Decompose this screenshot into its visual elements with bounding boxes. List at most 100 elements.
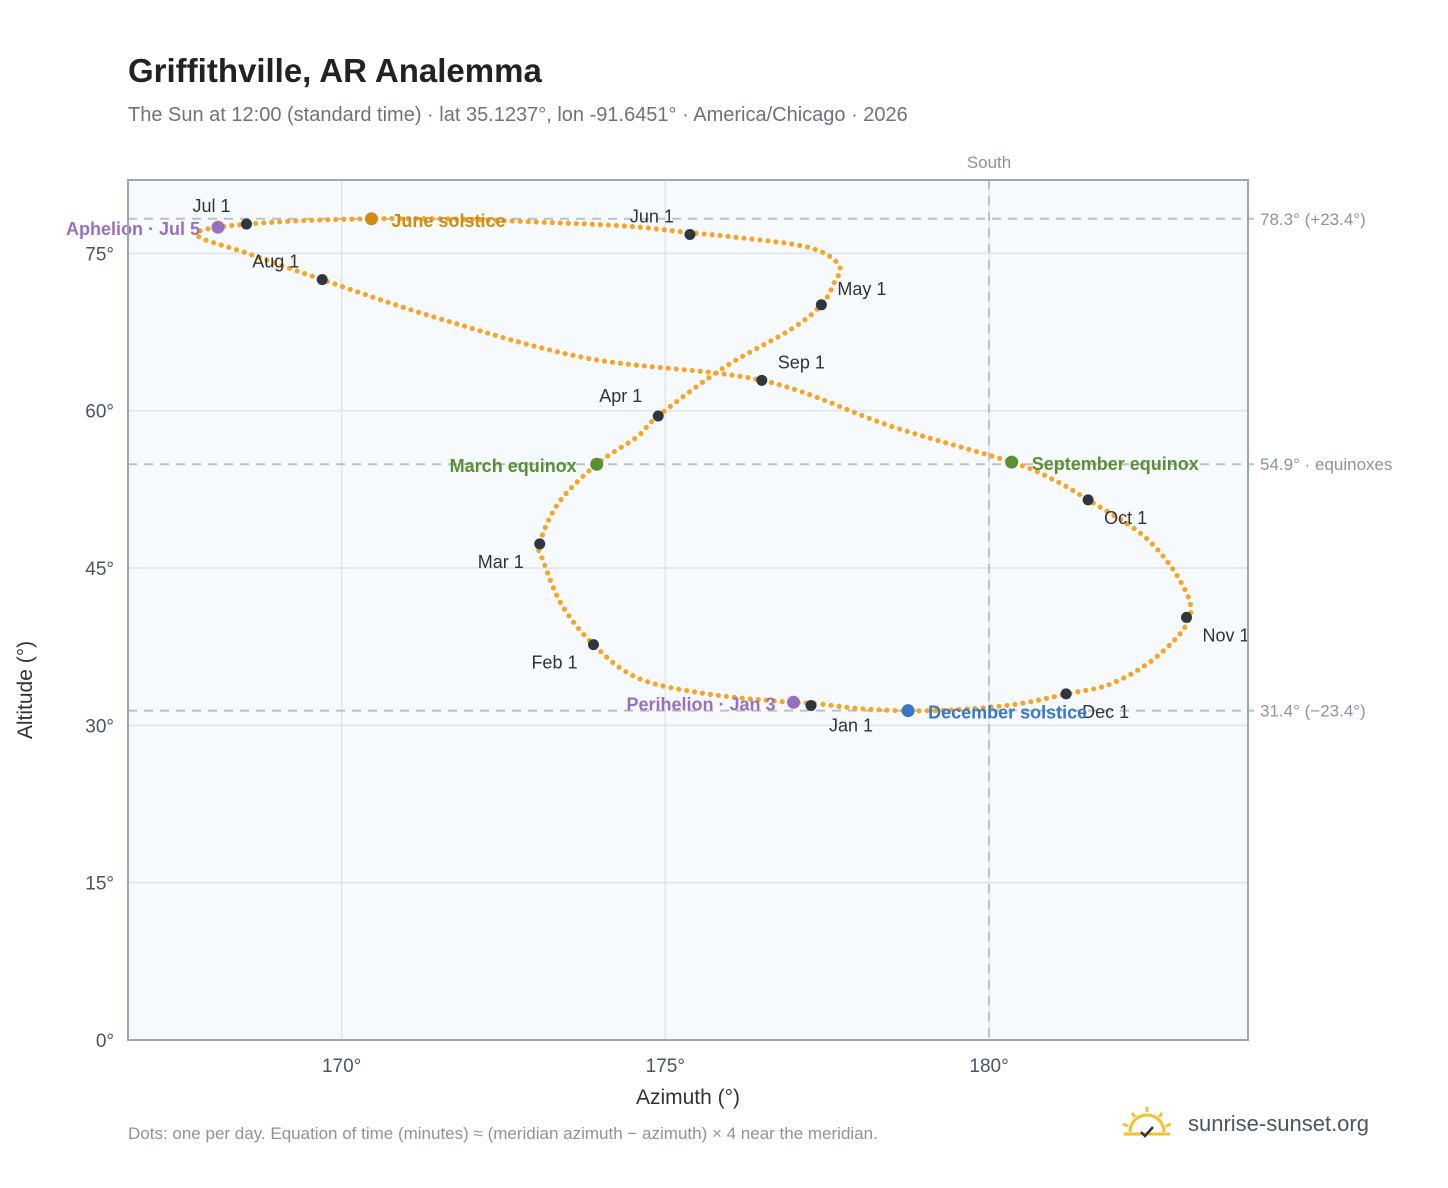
month-label: Dec 1 [1082,702,1129,722]
month-label: Feb 1 [531,653,577,673]
daily-sun-dot [665,365,671,371]
daily-sun-dot [580,473,586,479]
daily-sun-dot [802,317,808,323]
month-marker [1180,611,1192,623]
brand-name: sunrise-sunset.org [1188,1111,1369,1136]
daily-sun-dot [1075,689,1081,695]
daily-sun-dot [829,400,835,406]
daily-sun-dot [309,273,315,279]
daily-sun-dot [362,291,368,298]
daily-sun-dot [604,654,610,660]
daily-sun-dot [565,220,571,226]
daily-sun-dot [782,330,788,336]
axes: 170° 175° 180° 0° 15° 30° 45° 60° 75° [85,244,1008,1077]
month-label: May 1 [837,279,886,299]
daily-sun-dot [196,234,202,240]
daily-sun-dot [980,705,986,711]
daily-sun-dot [1160,553,1166,559]
daily-sun-dot [581,632,587,638]
daily-sun-dot [625,440,631,446]
daily-sun-dot [645,225,651,231]
month-markers: Jan 1 Feb 1 Mar 1 Apr 1 May 1 Jun 1 Jul 1 Aug 1… [192,196,1249,735]
daily-sun-dot [892,707,898,714]
daily-sun-dot [594,357,600,363]
footnote: Dots: one per day. Equation of time (min… [128,1124,878,1143]
daily-sun-dot [754,345,760,352]
daily-sun-dot [1182,624,1188,630]
daily-sun-dot [546,517,552,523]
daily-sun-dot [333,216,339,223]
daily-sun-dot [828,287,834,293]
y-tick-label: 30° [85,716,114,737]
daily-sun-dot [868,706,874,712]
daily-sun-dot [784,384,790,390]
x-tick-label: 180° [969,1056,1008,1077]
daily-sun-dot [814,394,820,401]
daily-sun-dot [851,409,858,415]
daily-sun-dot [697,368,703,374]
event-marker [787,695,801,709]
daily-sun-dot [761,342,767,348]
daily-sun-dot [935,437,941,444]
daily-sun-dot [264,257,270,263]
reference-label: 31.4° (−23.4°) [1260,702,1366,721]
daily-sun-dot [630,673,636,679]
daily-sun-dot [279,262,285,269]
daily-sun-dot [713,370,719,376]
event-label: Perihelion · Jan 3 [626,694,775,714]
daily-sun-dot [1077,491,1083,498]
daily-sun-dot [1172,637,1178,643]
daily-sun-dot [1187,601,1194,608]
daily-sun-dot [389,215,395,222]
daily-sun-dot [807,392,813,398]
daily-sun-dot [745,374,751,381]
daily-sun-dot [715,692,721,699]
daily-sun-dot [733,234,739,240]
daily-sun-dot [652,681,658,687]
x-tick-label: 170° [322,1056,361,1077]
sun-horizon-icon [1120,1104,1174,1144]
y-tick-label: 60° [85,402,114,423]
brand[interactable]: sunrise-sunset.org [1120,1102,1369,1146]
daily-sun-dot [791,386,798,392]
daily-sun-dot [533,219,539,225]
daily-sun-dot [1165,559,1171,565]
daily-sun-dot [943,440,949,446]
daily-sun-dot [661,408,667,414]
daily-sun-dot [808,312,814,318]
daily-sun-dot [1141,663,1148,669]
x-tick-label: 175° [646,1056,685,1077]
daily-sun-dot [347,286,353,292]
daily-sun-dot [613,222,619,229]
daily-sun-dot [673,366,679,372]
daily-sun-dot [542,562,548,568]
daily-sun-dot [763,697,769,703]
daily-sun-dot [693,384,699,390]
daily-sun-dot [349,216,355,222]
x-axis-title: Azimuth (°) [636,1086,740,1109]
reference-label: 54.9° · equinoxes [1260,455,1393,474]
daily-sun-dot [637,676,643,682]
daily-sun-dot [719,366,725,372]
daily-sun-dot [768,338,774,344]
daily-sun-dot [721,371,727,377]
daily-sun-dot [1113,678,1120,685]
daily-sun-dot [686,389,693,395]
y-tick-label: 45° [85,559,114,580]
daily-sun-dot [820,701,826,707]
chart-subtitle: The Sun at 12:00 (standard time) · lat 3… [128,104,908,126]
daily-sun-dot [570,352,576,358]
daily-sun-dot [860,706,866,712]
daily-sun-dot [249,252,255,258]
daily-sun-dot [707,691,714,697]
event-label: March equinox [450,456,577,476]
daily-sun-dot [956,706,962,713]
month-label: Apr 1 [599,386,642,406]
daily-sun-dot [554,592,560,598]
daily-sun-dot [747,696,753,702]
daily-sun-dot [205,226,211,232]
month-label: Oct 1 [1104,508,1147,528]
daily-sun-dot [668,685,674,691]
daily-sun-dot [733,357,739,363]
